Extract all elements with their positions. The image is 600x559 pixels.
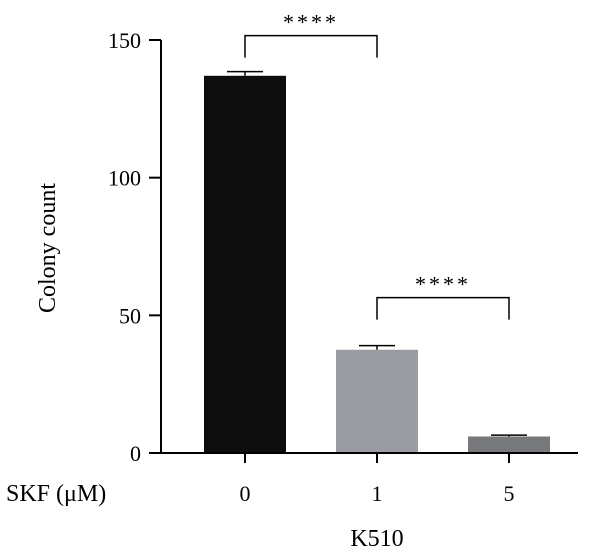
y-ticks: 0 50 100 150	[108, 28, 161, 466]
bar-1	[336, 349, 418, 453]
y-tick-label-150: 150	[108, 28, 141, 53]
y-tick-label-0: 0	[130, 441, 141, 466]
y-tick-label-100: 100	[108, 166, 141, 191]
significance-label-2: ****	[415, 272, 471, 297]
bar-5	[468, 436, 550, 453]
x-tick-label-1: 1	[372, 481, 383, 506]
y-tick-label-50: 50	[119, 303, 141, 328]
significance-brackets: **** ****	[244, 10, 510, 320]
x-tick-label-0: 0	[240, 481, 251, 506]
x-axis-title: K510	[350, 526, 403, 552]
error-bars	[227, 70, 527, 437]
significance-bracket-2	[376, 296, 510, 320]
x-ticks: 0 1 5	[240, 453, 515, 506]
x-row-label: SKF (μM)	[6, 481, 106, 507]
significance-label-1: ****	[283, 10, 339, 35]
bars	[204, 75, 550, 453]
significance-bracket-1	[244, 34, 378, 58]
y-axis-title: Colony count	[35, 183, 61, 313]
bar-0	[204, 75, 286, 453]
x-tick-label-5: 5	[504, 481, 515, 506]
